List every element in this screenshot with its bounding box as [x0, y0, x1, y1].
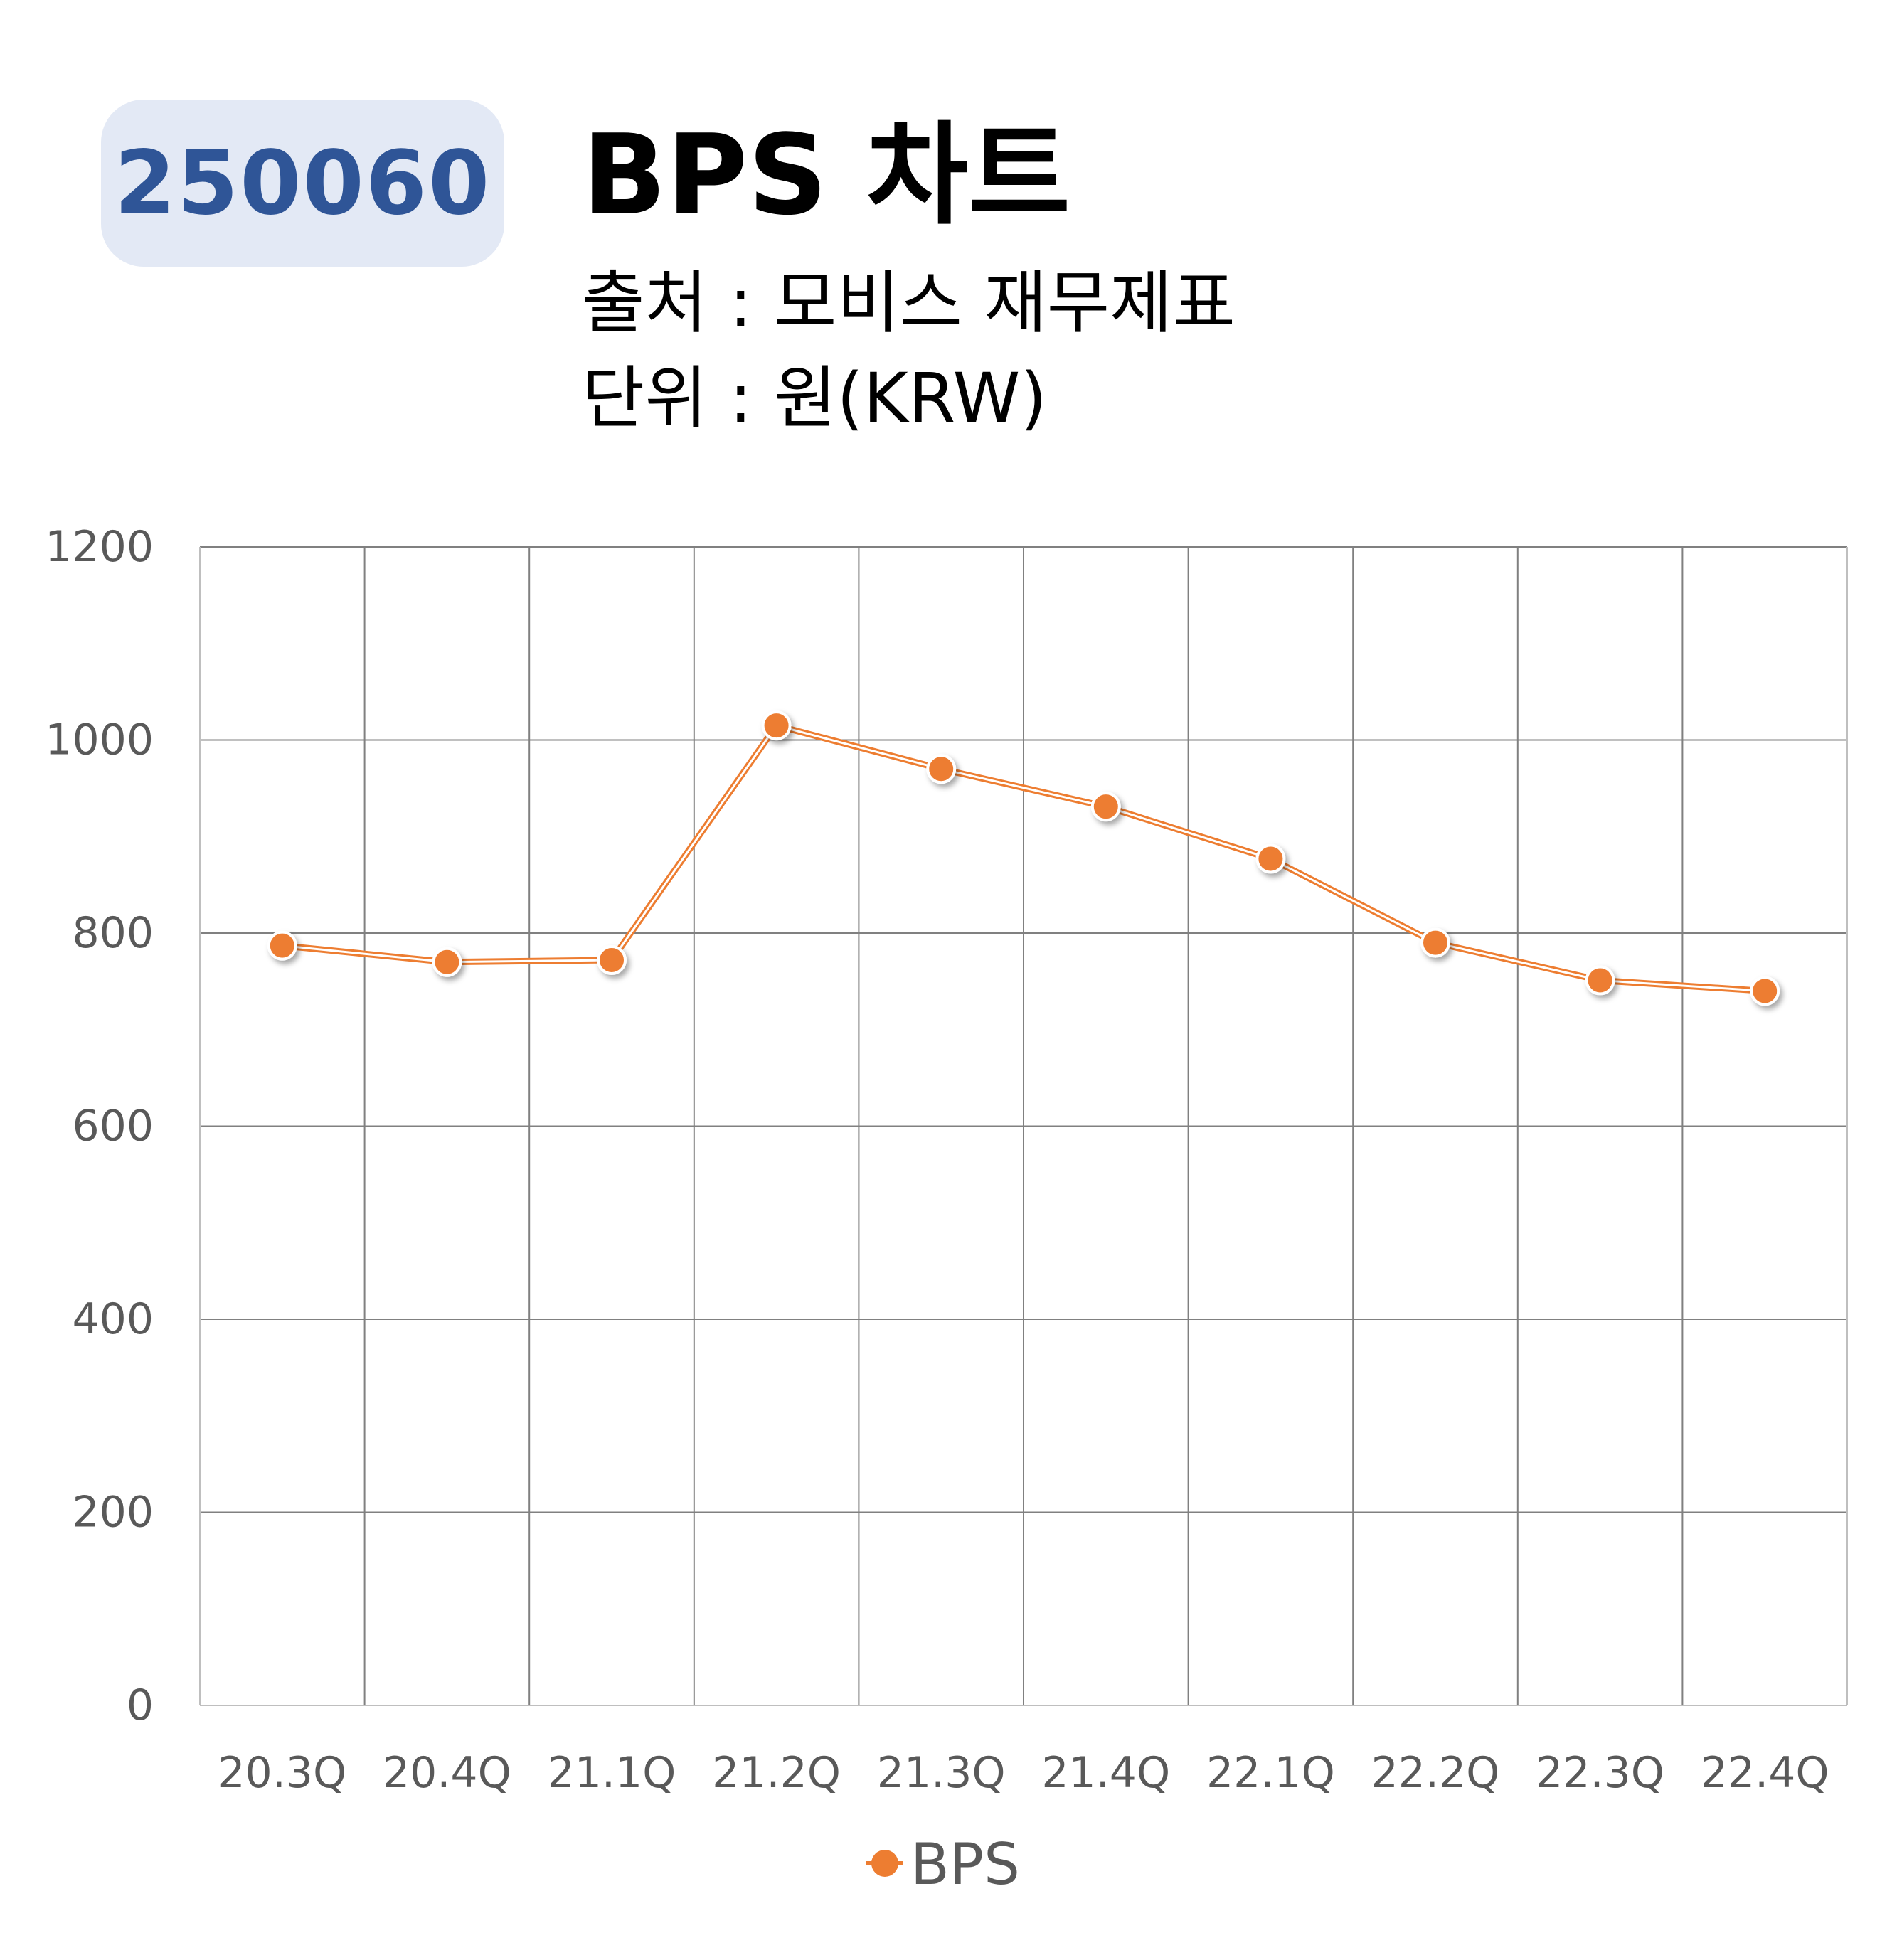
- series-line-inner: [282, 724, 1765, 992]
- unit-label: 단위 : 원(KRW): [582, 358, 1047, 438]
- series-bps: [267, 710, 1780, 1006]
- legend-marker: [871, 1850, 898, 1877]
- x-tick-label: 22.4Q: [1701, 1748, 1829, 1798]
- x-tick-label: 21.1Q: [548, 1748, 676, 1798]
- x-tick-label: 20.4Q: [383, 1748, 511, 1798]
- y-tick-label: 600: [72, 1102, 154, 1151]
- y-axis-ticks: 0 200 400 600 800 1000 1200: [45, 522, 154, 1730]
- y-tick-label: 1200: [45, 522, 154, 572]
- stock-code: 250060: [114, 132, 491, 235]
- y-tick-label: 1000: [45, 715, 154, 765]
- x-tick-label: 21.4Q: [1041, 1748, 1170, 1798]
- x-tick-label: 21.3Q: [877, 1748, 1006, 1798]
- legend-label: BPS: [910, 1831, 1020, 1897]
- source-label: 출처 : 모비스 재무제표: [582, 263, 1236, 343]
- x-axis-ticks: 20.3Q 20.4Q 21.1Q 21.2Q 21.3Q 21.4Q 22.1Q 22.2Q…: [218, 1748, 1829, 1798]
- chart-legend: BPS: [866, 1831, 1020, 1897]
- data-point: [1420, 927, 1450, 958]
- data-point: [597, 945, 627, 976]
- data-point: [926, 754, 957, 784]
- y-tick-label: 800: [72, 908, 154, 958]
- data-point: [1090, 792, 1121, 822]
- y-tick-label: 400: [72, 1294, 154, 1344]
- x-tick-label: 22.1Q: [1206, 1748, 1335, 1798]
- data-point: [267, 930, 297, 961]
- x-tick-label: 22.3Q: [1536, 1748, 1664, 1798]
- x-tick-label: 21.2Q: [712, 1748, 841, 1798]
- x-tick-label: 20.3Q: [218, 1748, 346, 1798]
- data-point: [761, 710, 792, 741]
- data-point: [1750, 976, 1780, 1006]
- data-point: [432, 947, 462, 977]
- x-tick-label: 22.2Q: [1371, 1748, 1500, 1798]
- chart-title: BPS 차트: [582, 110, 1070, 240]
- data-point: [1585, 965, 1615, 996]
- y-tick-label: 200: [72, 1488, 154, 1538]
- chart-grid: [199, 546, 1848, 1706]
- data-point: [1255, 843, 1286, 874]
- y-tick-label: 0: [127, 1681, 154, 1730]
- stock-code-badge: 250060: [101, 100, 504, 267]
